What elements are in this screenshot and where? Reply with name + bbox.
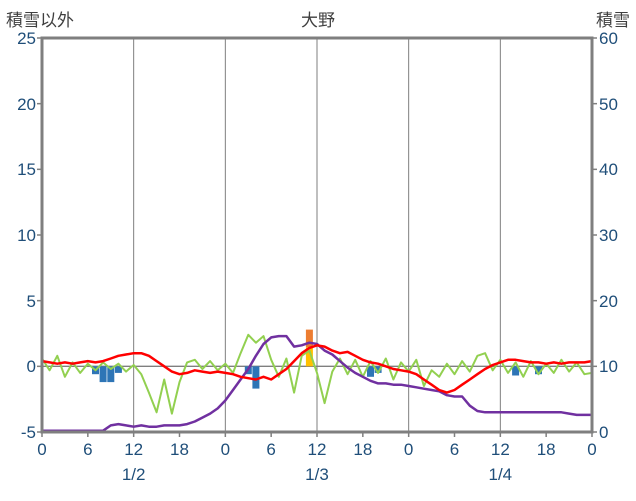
x-axis-tick-label: 6 (266, 440, 276, 459)
green-line (42, 333, 592, 415)
blue-bars (114, 366, 122, 373)
right-axis-tick-label: 30 (599, 226, 618, 245)
x-axis-tick-label: 0 (37, 440, 47, 459)
chart-title: 大野 (301, 11, 335, 30)
x-axis-tick-label: 12 (490, 440, 510, 459)
left-axis-tick-label: 0 (26, 357, 36, 377)
left-axis-tick-label: 10 (17, 226, 36, 245)
day-label: 1/3 (305, 465, 329, 484)
right-axis-tick-label: 10 (599, 357, 618, 377)
right-axis-tick-label: 50 (599, 94, 618, 114)
chart-series-group (42, 329, 592, 432)
blue-bars (535, 366, 542, 375)
red-line (42, 344, 592, 394)
x-axis-tick-label: 0 (220, 440, 231, 459)
blue-bars (367, 366, 374, 377)
x-axis-tick-label: 18 (170, 440, 189, 459)
x-axis-tick-label: 0 (587, 440, 597, 459)
right-axis-tick-label: 40 (599, 160, 618, 180)
blue-bars (252, 366, 260, 389)
left-axis-title: 積雪以外 (6, 11, 74, 30)
left-axis-tick-label: 5 (26, 291, 36, 311)
x-axis-tick-label: 6 (83, 440, 93, 459)
x-axis-tick-label: 12 (307, 440, 327, 459)
purple-snow-depth-line (42, 334, 592, 432)
orange-bar (305, 329, 313, 348)
x-axis-tick-label: 18 (536, 440, 556, 459)
right-axis-tick-label: 0 (599, 423, 609, 442)
blue-bars (107, 366, 115, 383)
x-axis-tick-label: 12 (124, 440, 144, 459)
yellow-bar (305, 347, 313, 367)
x-axis-tick-label: 6 (449, 440, 460, 459)
day-label: 1/4 (488, 465, 513, 484)
left-axis-tick-label: 15 (17, 160, 36, 180)
blue-bars (99, 366, 107, 383)
blue-bars (512, 366, 520, 376)
right-axis-tick-label: 20 (599, 291, 618, 311)
left-axis-tick-label: 20 (17, 94, 36, 114)
x-axis-tick-label: 0 (403, 440, 414, 459)
left-axis-tick-label: -5 (20, 423, 36, 442)
x-axis-tick-label: 18 (353, 440, 373, 459)
blue-bars (374, 366, 382, 373)
day-label: 1/2 (121, 465, 146, 484)
left-axis-tick-label: 25 (17, 29, 36, 48)
right-axis-tick-label: 60 (599, 29, 618, 48)
right-axis-title: 積雪 (596, 11, 630, 30)
